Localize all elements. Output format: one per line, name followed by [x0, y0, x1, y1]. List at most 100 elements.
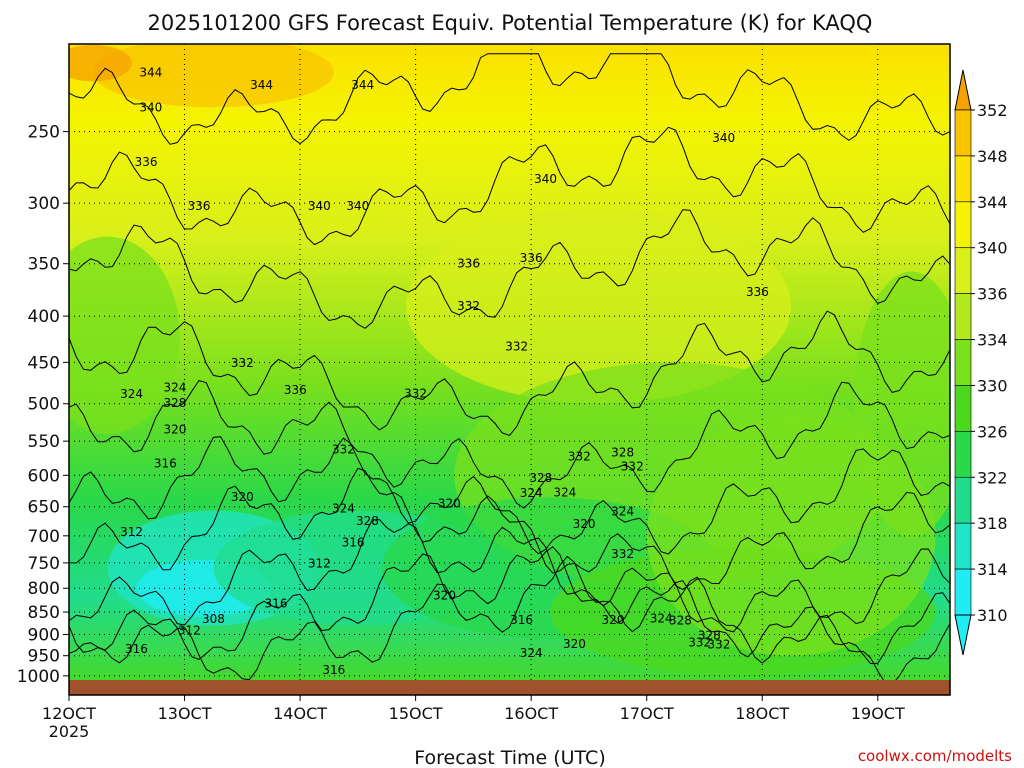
colorbar-segment: [954, 109, 972, 157]
contour-label: 340: [712, 131, 735, 145]
colorbar-segment: [954, 385, 972, 432]
contour-label: 340: [139, 100, 162, 114]
contour-label: 336: [135, 155, 158, 169]
x-tick-label: 15OCT: [389, 704, 443, 723]
colorbar-label: 314: [977, 560, 1008, 579]
colorbar-segment: [954, 201, 972, 249]
y-tick-label: 400: [28, 307, 60, 327]
contour-label: 320: [438, 497, 461, 511]
x-tick-year-label: 2025: [49, 722, 90, 741]
contour-line-344: [69, 53, 950, 145]
contour-label: 316: [510, 613, 533, 627]
contour-line-336: [69, 209, 950, 329]
chart-title: 2025101200 GFS Forecast Equiv. Potential…: [148, 11, 873, 35]
contour-line-340: [69, 126, 950, 246]
colorbar-label: 310: [977, 606, 1008, 625]
field-region-11: [853, 271, 950, 536]
contour-label: 320: [231, 490, 254, 504]
contour-label: 320: [563, 637, 586, 651]
contour-label: 332: [707, 637, 730, 651]
colorbar-label: 340: [977, 239, 1008, 258]
colorbar-segment: [954, 155, 972, 203]
contour-label: 324: [332, 502, 355, 516]
y-tick-label: 250: [28, 123, 60, 143]
colorbar-label: 330: [977, 376, 1008, 395]
contour-label: 324: [650, 611, 673, 625]
colorbar-label: 326: [977, 422, 1008, 441]
contour-label: 312: [178, 624, 201, 638]
x-tick-label: 19OCT: [851, 704, 905, 723]
field-blobs: [69, 44, 950, 676]
contour-label: 332: [231, 356, 254, 370]
colorbar-top-arrow: [954, 69, 972, 111]
y-tick-label: 500: [28, 395, 60, 415]
contour-label: 344: [139, 65, 162, 79]
contour-label: 312: [120, 525, 143, 539]
grid-lines: [69, 44, 950, 695]
contour-line-308: [69, 555, 950, 685]
contour-label: 332: [505, 339, 528, 353]
contour-line-312: [69, 546, 950, 665]
contour-label: 312: [308, 556, 331, 570]
colorbar-segment: [954, 431, 972, 478]
y-tick-label: 700: [28, 527, 60, 547]
contour-label: 340: [308, 199, 331, 213]
contour-label: 324: [120, 387, 143, 401]
contour-label: 328: [163, 396, 186, 410]
y-tick-label: 800: [28, 579, 60, 599]
field-region-9: [69, 236, 180, 434]
y-tick-label: 950: [28, 647, 60, 667]
plot-area: [69, 44, 950, 695]
contour-label: 332: [621, 460, 644, 474]
contour-label: 316: [322, 663, 345, 677]
credit-text: coolwx.com/modelts: [858, 747, 1012, 765]
x-tick-label: 12OCT: [42, 704, 96, 723]
contour-label: 332: [404, 386, 427, 400]
x-tick-label: 13OCT: [158, 704, 212, 723]
contour-label: 328: [529, 471, 552, 485]
y-tick-label: 600: [28, 466, 60, 486]
contour-label: 328: [669, 614, 692, 628]
contour-labels: 344 344 344 340 340 340 340 340 336 336 336 336 336 3…: [120, 65, 769, 677]
contour-label: 332: [332, 443, 355, 457]
colorbar-label: 322: [977, 468, 1008, 487]
colorbar-segment: [954, 476, 972, 524]
y-tick-label: 850: [28, 603, 60, 623]
contour-label: 320: [573, 517, 596, 531]
y-tick-label: 1000: [17, 667, 60, 687]
colorbar-label: 334: [977, 331, 1008, 350]
contour-label: 324: [163, 381, 186, 395]
x-axis-label: Forecast Time (UTC): [414, 747, 605, 768]
field-region-1: [69, 44, 132, 82]
contour-label: 324: [553, 486, 576, 500]
contour-label: 336: [520, 251, 543, 265]
contour-label: 336: [188, 199, 211, 213]
colorbar-label: 348: [977, 147, 1008, 166]
contour-label: 336: [457, 257, 480, 271]
contour-label: 332: [611, 547, 634, 561]
colorbar-segment: [954, 568, 972, 616]
x-tick-label: 17OCT: [620, 704, 674, 723]
contour-label: 316: [154, 456, 177, 470]
y-tick-label: 900: [28, 625, 60, 645]
contour-label: 316: [125, 642, 148, 656]
y-axis: 2503003504004505005506006507007508008509…: [17, 123, 69, 687]
y-tick-label: 650: [28, 498, 60, 518]
colorbar: 352 348 344 340 336 334 330 326 322 318 314 310: [954, 69, 1008, 656]
y-tick-label: 350: [28, 255, 60, 275]
y-tick-label: 450: [28, 353, 60, 373]
contour-label: 316: [265, 597, 288, 611]
x-axis: 12OCT 13OCT 14OCT 15OCT 16OCT 17OCT 18OCT 19OCT…: [42, 695, 905, 741]
y-tick-label: 750: [28, 554, 60, 574]
contour-label: 332: [457, 299, 480, 313]
contour-line-328: [69, 380, 950, 509]
contour-label: 336: [746, 285, 769, 299]
contour-lines: [69, 53, 950, 685]
colorbar-segment: [954, 247, 972, 294]
colorbar-label: 352: [977, 101, 1008, 120]
contour-label: 320: [602, 613, 625, 627]
contour-label: 320: [433, 589, 456, 603]
y-tick-label: 550: [28, 432, 60, 452]
ground-strip: [69, 680, 950, 695]
